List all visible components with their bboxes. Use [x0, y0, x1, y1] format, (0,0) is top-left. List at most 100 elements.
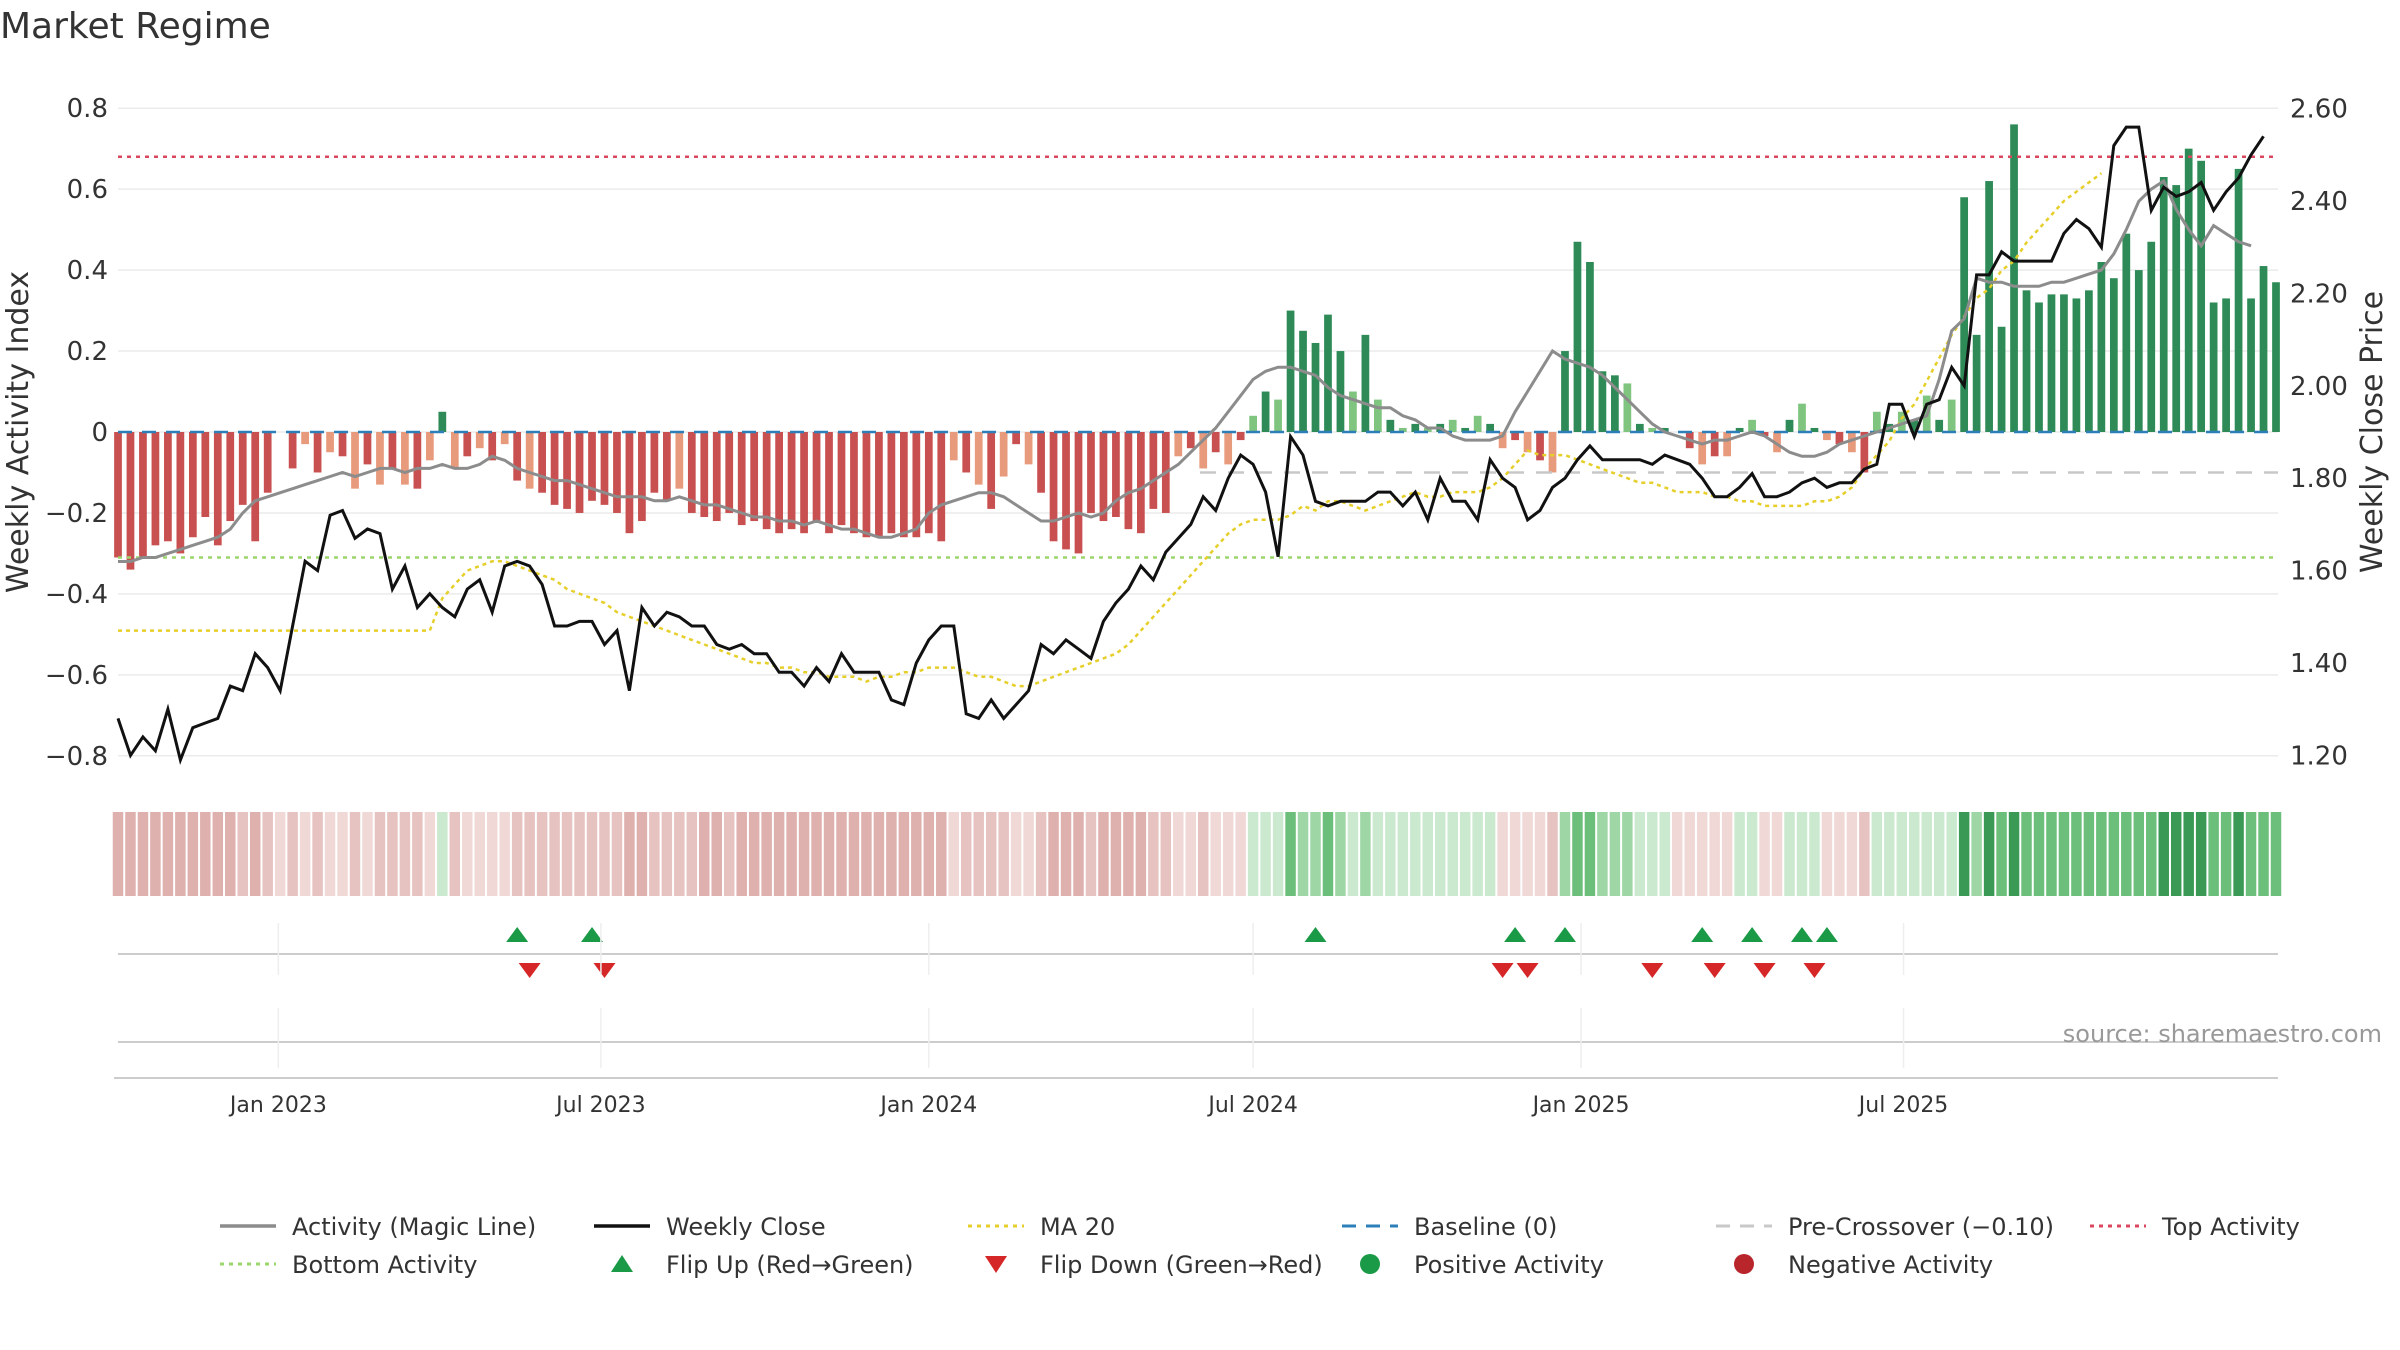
regime-cell: [2108, 812, 2120, 896]
regime-cell: [1746, 812, 1758, 896]
regime-cell: [711, 812, 722, 896]
activity-bar: [201, 432, 210, 517]
regime-cell: [225, 812, 236, 896]
regime-cell: [1098, 812, 1109, 896]
activity-bar: [1748, 419, 1756, 432]
y-tick-label: −0.6: [45, 661, 108, 691]
regime-cell: [2258, 812, 2269, 896]
activity-bar: [463, 432, 472, 457]
activity-bar: [538, 432, 546, 493]
regime-cell: [1996, 812, 2007, 896]
regime-cell: [1010, 812, 1022, 896]
regime-cell: [1222, 812, 1234, 896]
legend-item: Activity (Magic Line): [220, 1213, 536, 1241]
activity-bar: [1398, 427, 1407, 432]
regime-cell: [1784, 812, 1795, 896]
activity-bar: [974, 432, 983, 485]
activity-bar: [1910, 419, 1919, 432]
regime-cell: [1559, 812, 1571, 896]
y-tick-label: 0.8: [67, 94, 108, 124]
legend-item: Top Activity: [2090, 1213, 2300, 1241]
regime-cell: [324, 812, 336, 896]
regime-cell: [1023, 812, 1034, 896]
legend-label: Positive Activity: [1414, 1251, 1604, 1279]
regime-cell: [1472, 812, 1483, 896]
activity-bar: [1473, 415, 1482, 432]
legend-item: Baseline (0): [1342, 1213, 1557, 1241]
flip-up-marker: [506, 927, 529, 942]
activity-bar: [1261, 391, 1270, 432]
regime-cell: [2121, 812, 2132, 896]
activity-bar: [550, 432, 559, 505]
activity-bar: [862, 432, 871, 538]
activity-bar: [2097, 262, 2106, 432]
activity-bar: [2010, 124, 2018, 432]
regime-cell: [1210, 812, 1221, 896]
activity-bar: [2172, 185, 2181, 432]
flip-up-marker: [1553, 927, 1576, 942]
activity-bar: [1823, 432, 1831, 441]
flip-down-marker: [593, 963, 616, 978]
activity-bar: [213, 432, 222, 546]
source-note: source: sharemaestro.com: [2063, 1020, 2382, 1048]
regime-cell: [948, 812, 959, 896]
activity-bar: [638, 432, 646, 522]
regime-cell: [249, 812, 261, 896]
activity-bar: [301, 432, 309, 445]
activity-bar: [263, 432, 272, 493]
activity-bar: [1723, 432, 1732, 457]
activity-bar: [1311, 342, 1320, 432]
regime-cell: [1197, 812, 1209, 896]
y-tick-label: −0.2: [45, 499, 108, 529]
activity-bar: [2022, 290, 2031, 432]
series-lines: [116, 125, 2265, 766]
flip-down-marker: [1516, 963, 1539, 978]
activity-bar: [2222, 298, 2230, 432]
legend-swatch: [985, 1256, 1007, 1273]
regime-cell: [1060, 812, 1072, 896]
y-tick-label: −0.8: [45, 742, 108, 772]
regime-cell: [2183, 812, 2194, 896]
regime-cell: [1684, 812, 1695, 896]
regime-cell: [499, 812, 510, 896]
activity-bars: [114, 124, 2280, 570]
activity-bar: [1947, 399, 1956, 432]
activity-bar: [1810, 427, 1819, 432]
regime-cell: [599, 812, 610, 896]
activity-bar: [949, 432, 958, 461]
regime-strip: [112, 812, 2282, 896]
regime-cell: [2058, 812, 2070, 896]
activity-bar: [875, 432, 883, 538]
y2-axis-label: Weekly Close Price: [2355, 291, 2390, 573]
flip-up-marker: [1504, 927, 1527, 942]
regime-cell: [162, 812, 174, 896]
regime-cell: [1397, 812, 1409, 896]
regime-cell: [1771, 812, 1783, 896]
regime-cell: [262, 812, 273, 896]
legend-label: Pre-Crossover (−0.10): [1788, 1213, 2054, 1241]
regime-cell: [2208, 812, 2219, 896]
activity-bar: [326, 432, 334, 453]
activity-bar: [662, 432, 671, 501]
flip-up-marker: [581, 927, 604, 942]
activity-bar: [139, 432, 147, 558]
regime-cell: [1634, 812, 1646, 896]
activity-bar: [1286, 310, 1295, 432]
activity-bar: [1586, 262, 1594, 432]
regime-cell: [524, 812, 535, 896]
activity-bar: [1872, 411, 1881, 432]
regime-cell: [486, 812, 498, 896]
activity-bar: [1848, 432, 1856, 453]
activity-bar: [363, 432, 372, 465]
flip-up-marker: [1790, 927, 1813, 942]
regime-cell: [1896, 812, 1908, 896]
regime-cell: [1672, 812, 1683, 896]
regime-cell: [574, 812, 585, 896]
regime-cell: [699, 812, 710, 896]
regime-cell: [125, 812, 136, 896]
regime-cell: [1173, 812, 1184, 896]
regime-cell: [911, 812, 922, 896]
regime-cell: [736, 812, 747, 896]
y-axis-left: 0.8 0.6 0.4 0.2 0 −0.2 −0.4 −0.6 −0.8: [45, 94, 108, 772]
regime-cell: [2033, 812, 2045, 896]
